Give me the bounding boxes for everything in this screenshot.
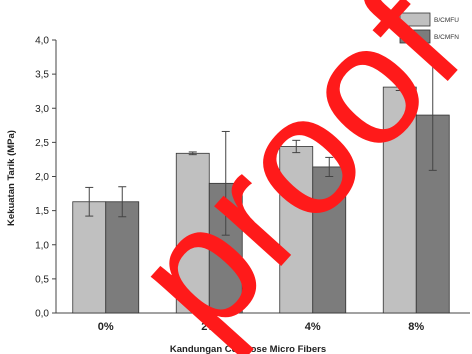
legend: B/CMFU B/CMFN <box>399 12 459 44</box>
y-tick-label: 0,5 <box>35 274 49 285</box>
y-tick-label: 3,5 <box>35 70 49 81</box>
bars-group <box>72 59 450 314</box>
bar-bcmfn-1 <box>208 182 243 314</box>
y-tick-label: 0,0 <box>35 309 49 320</box>
x-tick-label: 8% <box>408 321 424 333</box>
x-tick-label: 4% <box>305 321 321 333</box>
y-tick-label: 3,0 <box>35 104 49 115</box>
legend-swatch <box>399 29 431 44</box>
bar-bcmfu-0 <box>72 201 107 314</box>
bar-bcmfn-0 <box>105 201 140 314</box>
y-axis-title: Kekuatan Tarik (MPa) <box>6 130 17 226</box>
y-axis-ticks: 0,0 0,5 1,0 1,5 2,0 2,5 3,0 3,5 4,0 <box>35 36 56 320</box>
bar-bcmfu-2 <box>279 146 314 314</box>
y-tick-label: 1,5 <box>35 206 49 217</box>
y-tick-label: 4,0 <box>35 36 49 47</box>
bar-bcmfu-1 <box>175 152 210 314</box>
x-axis-ticks: 0% 2% 4% 8% <box>98 321 425 333</box>
legend-label: B/CMFN <box>434 34 459 41</box>
y-tick-label: 2,5 <box>35 138 49 149</box>
bar-bcmfu-3 <box>382 86 417 314</box>
legend-label: B/CMFU <box>434 17 459 24</box>
y-tick-label: 2,0 <box>35 172 49 183</box>
bar-bcmfn-2 <box>312 166 347 314</box>
x-tick-label: 0% <box>98 321 114 333</box>
x-tick-label: 2% <box>201 321 217 333</box>
x-axis-title: Kandungan Cellulose Micro Fibers <box>170 344 326 354</box>
y-tick-label: 1,0 <box>35 240 49 251</box>
legend-swatch <box>399 12 431 27</box>
